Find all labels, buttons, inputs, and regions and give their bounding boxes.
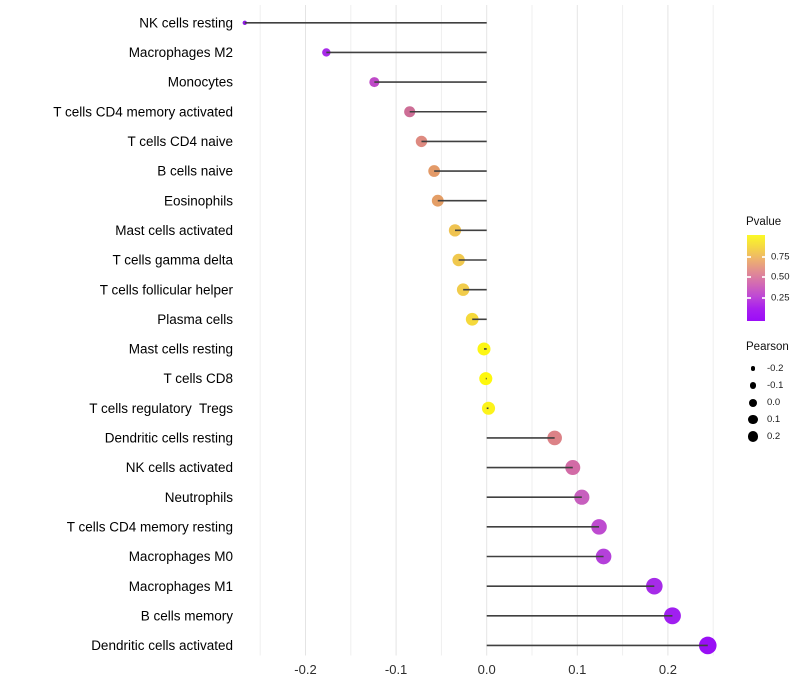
category-label: Neutrophils <box>165 490 234 505</box>
category-label: Dendritic cells activated <box>91 638 233 653</box>
pvalue-legend-title: Pvalue <box>746 216 782 228</box>
x-tick-label: -0.1 <box>385 662 407 677</box>
category-label: Mast cells activated <box>115 223 233 238</box>
pvalue-tick-mark <box>747 256 751 259</box>
pearson-size-dot <box>750 366 756 371</box>
category-label: Monocytes <box>168 75 234 90</box>
category-label: Dendritic cells resting <box>105 431 233 446</box>
category-label: Macrophages M1 <box>129 579 233 594</box>
category-label: T cells CD4 naive <box>127 134 233 149</box>
lollipop-dot <box>456 283 470 296</box>
x-tick-label: 0.2 <box>659 662 677 677</box>
pearson-legend-item: 0.2 <box>746 428 789 445</box>
pvalue-tick-label: 0.75 <box>771 251 790 263</box>
category-label: B cells naive <box>157 164 233 179</box>
pearson-size-dot <box>748 414 758 425</box>
lollipop-dot <box>663 607 681 625</box>
pearson-size-dot <box>747 431 759 442</box>
x-tick-label: 0.0 <box>478 662 496 677</box>
pvalue-tick-mark <box>761 296 765 299</box>
category-label: T cells CD4 memory activated <box>53 104 233 119</box>
pearson-item-label: -0.2 <box>767 363 784 374</box>
pvalue-gradient-bar <box>747 235 765 321</box>
pearson-size-dot <box>749 382 757 389</box>
category-label: Macrophages M2 <box>129 45 233 60</box>
category-label: T cells follicular helper <box>100 282 234 297</box>
pearson-item-label: 0.0 <box>767 397 781 408</box>
category-label: Mast cells resting <box>129 342 233 357</box>
pearson-legend: Pearson -0.2 -0.1 0.0 0.1 0.2 <box>746 341 789 445</box>
category-label: T cells CD8 <box>163 371 233 386</box>
pvalue-gradient-wrap: 0.75 0.50 0.25 <box>746 235 800 323</box>
pvalue-tick-label: 0.50 <box>771 271 790 283</box>
category-label: T cells gamma delta <box>112 253 233 268</box>
pearson-legend-item: -0.1 <box>746 377 789 394</box>
pearson-item-label: -0.1 <box>767 380 784 391</box>
category-label: Macrophages M0 <box>129 549 233 564</box>
category-label: Eosinophils <box>164 193 233 208</box>
category-label: Plasma cells <box>157 312 233 327</box>
pvalue-tick-label: 0.25 <box>771 292 790 304</box>
x-tick-label: 0.1 <box>568 662 586 677</box>
pearson-legend-item: 0.1 <box>746 411 789 428</box>
pearson-legend-items: -0.2 -0.1 0.0 0.1 0.2 <box>746 360 789 445</box>
x-tick-label: -0.2 <box>294 662 316 677</box>
category-label: NK cells resting <box>139 15 233 30</box>
pvalue-tick-mark <box>747 276 751 279</box>
pearson-legend-item: -0.2 <box>746 360 789 377</box>
category-label: T cells regulatory Tregs <box>89 401 233 416</box>
pvalue-legend: Pvalue 0.75 0.50 0.25 <box>746 216 800 323</box>
pvalue-tick-mark <box>747 296 751 299</box>
pearson-item-label: 0.2 <box>767 431 781 442</box>
category-label: B cells memory <box>141 608 234 623</box>
category-label: NK cells activated <box>126 460 233 475</box>
category-label: T cells CD4 memory resting <box>67 519 233 534</box>
pvalue-tick-mark <box>761 276 765 279</box>
pearson-size-dot <box>749 398 757 407</box>
pearson-item-label: 0.1 <box>767 414 781 425</box>
pearson-legend-item: 0.0 <box>746 394 789 411</box>
pvalue-tick-mark <box>761 256 765 259</box>
pearson-legend-title: Pearson <box>746 341 789 353</box>
